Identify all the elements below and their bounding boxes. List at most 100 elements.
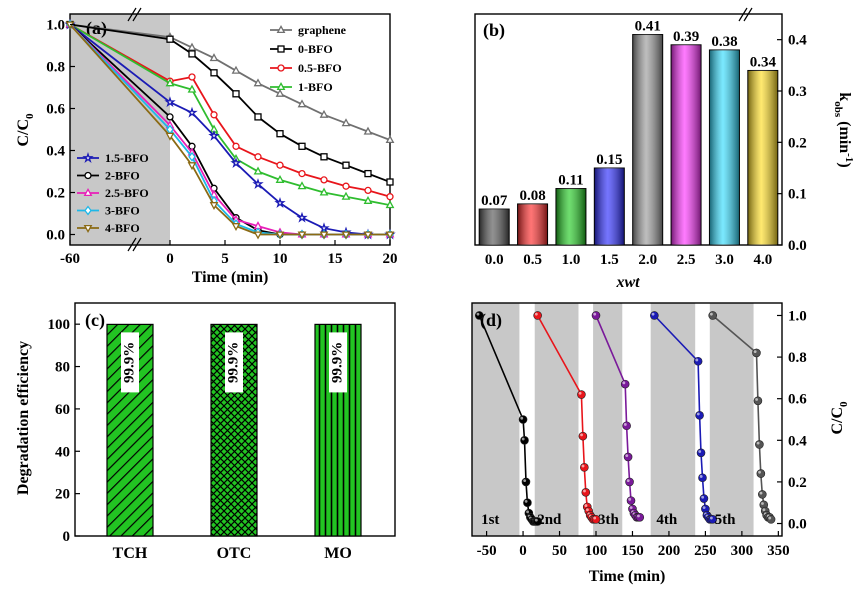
x-tick-label-b: 1.0 <box>562 252 581 268</box>
point-graphene <box>187 42 197 51</box>
point-1.5-BFO <box>274 197 286 208</box>
y-tick-label-a: 0.0 <box>46 228 65 244</box>
point-4th <box>696 448 706 458</box>
point-0.5-BFO <box>276 161 284 169</box>
point-4th <box>650 311 659 320</box>
point-0.5-BFO <box>254 153 262 161</box>
legend-item: graphene <box>270 23 347 37</box>
point-3th <box>626 496 636 505</box>
point-0-BFO <box>232 90 240 98</box>
point-highlight <box>695 358 699 362</box>
point-1-BFO <box>275 174 285 183</box>
cycle-label: 5th <box>715 512 736 528</box>
y-axis-label-c: Degradation efficiency <box>15 341 32 495</box>
legend-item: 1.5-BFO <box>77 151 149 165</box>
point-highlight <box>756 441 760 445</box>
dark-region <box>709 303 754 536</box>
point-0-BFO <box>320 153 328 161</box>
y-tick-label-a: 0.4 <box>46 144 65 160</box>
y-tick-label-d: 0.8 <box>788 350 807 366</box>
bar-shading <box>632 34 663 246</box>
point-highlight <box>698 450 702 453</box>
point-4-BFO <box>297 231 307 240</box>
point-highlight <box>593 312 597 316</box>
point-highlight <box>753 350 757 354</box>
bar-shading <box>517 203 548 245</box>
point-highlight <box>520 416 524 420</box>
bar-shading <box>709 49 740 245</box>
point-0-BFO <box>254 113 262 121</box>
legend-marker <box>84 171 92 180</box>
bar-group: 0.39 2.5 <box>670 29 702 268</box>
x-tick-label-d: 200 <box>658 543 681 559</box>
bar-group: 0.11 1.0 <box>555 173 587 268</box>
cycle-label: 1st <box>481 512 499 528</box>
point-3-BFO <box>188 151 196 162</box>
series-3th <box>591 311 645 522</box>
point-0.5-BFO <box>364 186 372 195</box>
point-highlight <box>593 516 597 520</box>
bar-shading <box>594 168 625 245</box>
point-2nd <box>580 463 589 472</box>
point-graphene <box>275 88 285 97</box>
legend-marker <box>276 82 286 91</box>
x-tick-label-a: 10 <box>273 251 288 267</box>
bar-shading <box>555 188 586 245</box>
series-4-BFO <box>65 21 395 240</box>
y-tick-label-b: 0.2 <box>788 135 807 151</box>
line-1-BFO <box>69 23 391 206</box>
point-highlight <box>581 464 585 468</box>
bar-group: 0.38 3.0 <box>708 34 740 268</box>
bar-group: 99.9% TCH <box>106 323 154 562</box>
point-4-BFO <box>253 231 263 240</box>
point-4-BFO <box>319 231 329 240</box>
point-highlight <box>523 479 527 483</box>
panel-b-frame <box>474 13 783 246</box>
bar-value-label: 0.08 <box>519 188 545 204</box>
bar-group: 0.34 4.0 <box>747 54 779 268</box>
dark-region <box>472 303 520 536</box>
point-highlight <box>651 312 655 316</box>
legend-marker <box>82 152 94 163</box>
point-highlight <box>534 312 538 316</box>
x-tick-label-b: 0.0 <box>485 252 504 268</box>
x-tick-label-b: 2.5 <box>677 252 696 268</box>
y-tick-label-b: 0.3 <box>788 84 807 100</box>
series-0-BFO <box>66 20 394 186</box>
bar-group: 0.41 2.0 <box>632 19 664 268</box>
y-axis-label-a: C/C0 <box>15 113 36 147</box>
legend-marker <box>277 64 285 72</box>
y-tick-label-c: 40 <box>55 444 70 460</box>
x-tick-label-d: 300 <box>731 543 754 559</box>
y-tick-label-a: 1.0 <box>46 18 65 34</box>
point-3th <box>622 421 631 431</box>
point-2nd <box>577 390 586 399</box>
point-highlight <box>578 391 582 395</box>
point-highlight <box>628 497 632 501</box>
bar-value-label: 0.07 <box>481 193 508 209</box>
point-4-BFO <box>187 162 197 171</box>
x-tick-label-c: OTC <box>217 545 252 562</box>
legend-marker <box>83 224 93 233</box>
x-tick-label-b: 1.5 <box>600 252 619 268</box>
x-tick-label-d: 150 <box>621 543 644 559</box>
panel-label-c: (c) <box>85 310 105 331</box>
point-highlight <box>755 398 759 401</box>
legend-label: 0.5-BFO <box>298 61 342 75</box>
legend-marker <box>83 188 93 197</box>
point-2nd <box>578 431 588 441</box>
legend-item: 2.5-BFO <box>77 186 149 200</box>
x-tick-label-a: -60 <box>60 251 80 267</box>
point-highlight <box>768 516 772 520</box>
panel-label-b: (b) <box>483 20 505 41</box>
point-5th <box>758 490 767 499</box>
series-4th <box>650 311 718 524</box>
bar-label-bg <box>121 332 139 393</box>
point-1-BFO <box>165 78 175 87</box>
point-highlight <box>583 489 586 493</box>
bar-shading <box>671 44 702 245</box>
point-0-BFO <box>210 69 218 77</box>
x-tick-label-d: 0 <box>519 543 527 559</box>
point-graphene <box>209 53 219 62</box>
